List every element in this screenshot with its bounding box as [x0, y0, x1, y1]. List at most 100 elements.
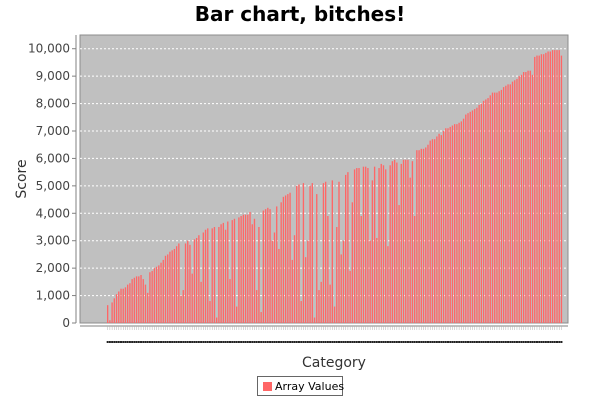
bar: [133, 277, 136, 323]
bar: [507, 84, 509, 324]
bar: [545, 52, 547, 323]
bar: [385, 169, 387, 323]
x-tick-label: [151, 341, 154, 343]
x-tick-label: [140, 341, 143, 343]
bar: [187, 240, 189, 323]
x-tick-label: [280, 341, 283, 343]
bar: [362, 166, 365, 323]
bar: [304, 257, 307, 323]
x-tick-label: [346, 341, 349, 343]
x-tick-label: [373, 341, 376, 343]
bar: [296, 185, 298, 323]
bar: [289, 192, 291, 323]
x-tick-label: [146, 341, 149, 343]
bar: [231, 220, 233, 323]
x-tick-label: [335, 341, 338, 343]
x-tick-label: [411, 341, 414, 343]
x-tick-label: [504, 341, 507, 343]
bar: [118, 291, 120, 323]
bar: [422, 148, 425, 323]
x-tick-label: [413, 341, 416, 343]
x-tick-label: [333, 341, 336, 343]
bar: [278, 248, 280, 323]
bar: [411, 161, 414, 323]
x-tick-label: [246, 341, 249, 343]
y-tick-label: 10,000: [28, 42, 70, 56]
x-tick-label: [509, 341, 512, 343]
bar: [253, 218, 256, 323]
bar: [180, 295, 182, 323]
x-tick-label: [555, 341, 558, 343]
bar: [485, 99, 487, 324]
bar: [402, 159, 405, 323]
bar: [558, 50, 560, 324]
bar: [200, 281, 202, 323]
bar: [220, 224, 222, 323]
bar: [320, 281, 322, 323]
bar: [233, 218, 236, 323]
bar: [436, 136, 438, 323]
bar: [365, 166, 367, 323]
x-tick-label: [331, 341, 334, 343]
bar: [175, 246, 178, 323]
bar: [204, 229, 207, 323]
bar: [467, 113, 469, 323]
y-tick-label: 7,000: [36, 124, 70, 138]
x-tick-label: [326, 341, 329, 343]
x-tick-label: [460, 341, 463, 343]
x-tick-label: [415, 341, 418, 343]
bar: [276, 206, 278, 323]
bar: [122, 288, 124, 323]
x-tick-label: [164, 341, 167, 343]
bar: [431, 139, 434, 323]
bar: [169, 251, 171, 323]
x-tick-label: [451, 341, 454, 343]
bar: [198, 235, 200, 323]
bar: [502, 87, 505, 323]
bar: [538, 55, 540, 323]
x-tick-label: [422, 341, 425, 343]
y-tick-label: 6,000: [36, 151, 70, 165]
x-tick-label: [251, 341, 254, 343]
bar: [462, 118, 465, 323]
bar: [111, 302, 113, 323]
x-tick-label: [257, 341, 260, 343]
bar: [498, 91, 500, 323]
x-tick-label: [349, 341, 352, 343]
bar: [556, 50, 558, 324]
bar: [407, 159, 409, 323]
x-tick-label: [266, 341, 269, 343]
x-axis: [80, 325, 568, 343]
x-tick-label: [115, 341, 118, 343]
bar: [529, 70, 531, 323]
bar: [474, 109, 476, 323]
bar: [151, 270, 153, 323]
y-tick-label: 3,000: [36, 234, 70, 248]
x-tick-label: [480, 341, 483, 343]
x-tick-label: [286, 341, 289, 343]
bar: [287, 194, 289, 323]
x-tick-label: [511, 341, 514, 343]
bar: [284, 195, 287, 323]
x-tick-label: [166, 341, 169, 343]
x-tick-label: [135, 341, 138, 343]
bar: [491, 92, 494, 323]
x-tick-label: [364, 341, 367, 343]
x-tick-label: [191, 341, 194, 343]
bar: [127, 284, 129, 323]
bar: [518, 76, 520, 323]
x-tick-label: [142, 341, 145, 343]
x-tick-label: [117, 341, 120, 343]
x-tick-label: [193, 341, 196, 343]
bar: [549, 51, 551, 324]
bar: [416, 150, 418, 323]
x-tick-label: [464, 341, 467, 343]
x-tick-label: [275, 341, 278, 343]
x-tick-label: [453, 341, 456, 343]
bar: [489, 95, 491, 323]
bar: [447, 128, 449, 323]
bar: [353, 169, 356, 323]
x-tick-label: [171, 341, 174, 343]
bar: [216, 317, 218, 323]
x-tick-label: [558, 341, 561, 343]
